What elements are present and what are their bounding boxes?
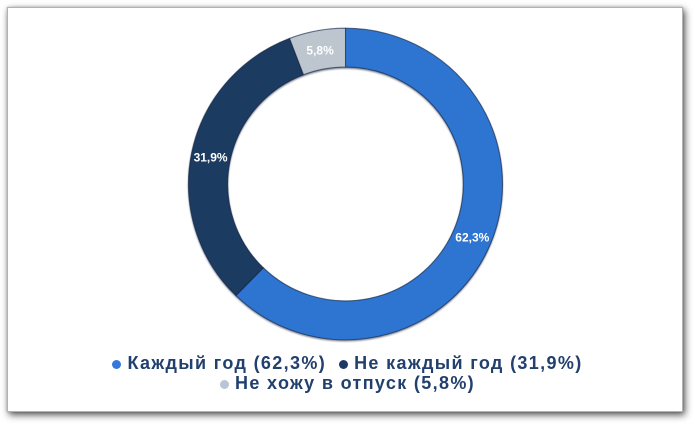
svg-text:5,8%: 5,8% (306, 43, 334, 57)
svg-text:31,9%: 31,9% (194, 151, 228, 165)
svg-text:62,3%: 62,3% (455, 231, 489, 245)
